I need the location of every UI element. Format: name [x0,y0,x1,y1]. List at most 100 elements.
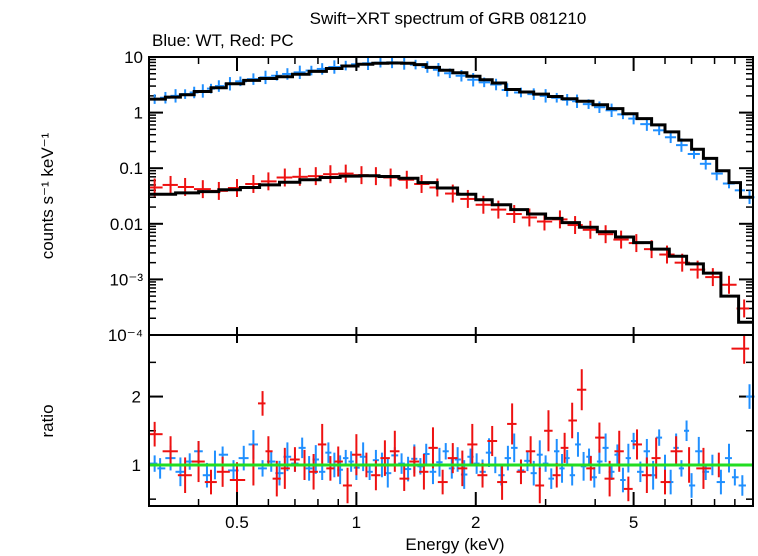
top-panel-ticks: 10 1 0.1 0.01 10⁻³ 10⁻⁴ [108,48,753,345]
wt-data-point [605,103,618,118]
wt-data-point [695,436,703,466]
wt-data-point [620,467,626,493]
top-y-tick-label: 10⁻³ [109,270,143,289]
bottom-y-axis-label: ratio [38,404,57,437]
pc-data-point [705,268,721,287]
pc-data-point [660,469,671,495]
wt-data-point [214,80,225,92]
pc-data-point [398,170,415,189]
wt-data-point [731,469,739,486]
pc-data-point [428,427,438,469]
pc-data-point [568,402,577,439]
pc-data-point [506,205,522,223]
wt-data-point [724,443,732,473]
top-panel-frame [148,56,754,336]
wt-data-point [448,458,455,479]
pc-data-point [204,469,217,495]
bottom-y-tick-label: 2 [132,388,141,407]
pc-data-point [162,175,178,194]
x-axis-ticks: 0.5 1 2 5 [148,57,736,532]
pc-data-point [380,440,390,476]
pc-data-point [309,454,318,490]
pc-data-point [560,432,569,463]
wt-data-point [504,445,512,471]
pc-data-point [604,460,615,497]
pc-data-point [613,230,629,249]
pc-data-point [497,464,508,500]
wt-data-point [699,158,712,170]
pc-data-point [720,275,737,294]
wt-data-point [687,149,700,159]
chart-subtitle: Blue: WT, Red: PC [152,31,294,50]
wt-data-point [653,125,665,136]
pc-data-point [670,436,683,467]
chart-title: Swift−XRT spectrum of GRB 081210 [310,9,587,28]
pc-data-point [149,421,163,447]
bottom-panel: 1 2 ratio [38,334,755,507]
wt-data-point [175,457,186,487]
pc-data-point [229,462,246,498]
pc-data-point [586,456,596,481]
top-y-tick-label: 10⁻⁴ [108,326,143,345]
wt-data-point [305,456,313,481]
pc-data-point [193,180,211,199]
wt-data-point [625,443,631,473]
pc-data-point [351,434,362,476]
x-tick-label: 2 [471,513,480,532]
wt-data-point [664,131,677,144]
pc-data-point [731,335,750,364]
pc-data-point [535,467,545,504]
wt-data-point [348,451,354,472]
wt-data-point [575,432,581,457]
pc-data-point [552,462,561,488]
pc-data-point [576,369,587,411]
x-tick-label: 0.5 [225,513,249,532]
pc-data-point [525,436,536,467]
pc-data-point [467,423,478,465]
top-y-axis-label: counts s⁻¹ keV⁻¹ [38,132,57,259]
pc-data-point [597,225,614,244]
top-panel-models [149,61,753,324]
pc-data-point [317,423,327,465]
bottom-y-tick-label: 1 [132,456,141,475]
wt-data-point [157,458,166,479]
pc-data-point [216,456,230,487]
wt-data-point [293,65,306,80]
pc-data-point [507,403,517,445]
top-y-tick-label: 0.1 [119,159,143,178]
pc-data-point [338,164,354,183]
x-axis-label: Energy (keV) [405,535,504,554]
wt-data-point [436,447,443,477]
wt-data-point [559,454,565,483]
pc-data-point [460,189,476,208]
pc-data-point [457,450,468,487]
wt-data-point [683,420,690,442]
pc-data-point [544,410,553,452]
pc-data-point [342,467,352,504]
pc-data-point [272,460,281,497]
pc-data-point [516,459,526,485]
pc-data-point [477,462,488,488]
x-tick-label: 1 [352,513,361,532]
bottom-panel-frame [148,334,754,507]
top-y-tick-label: 1 [134,104,143,123]
bottom-panel-data [149,335,755,504]
top-panel: 10 1 0.1 0.01 10⁻³ 10⁻⁴ counts s⁻¹ keV⁻¹ [38,48,755,345]
pc-data-point [632,429,642,460]
wt-data-point [596,449,603,474]
pc-data-point [323,165,339,184]
wt-data-point [689,473,696,498]
wt-data-point [511,433,518,463]
wt-data-point [490,78,502,91]
pc-data-point [260,172,277,191]
pc-data-point [447,443,458,474]
pc-data-point [641,457,652,494]
pc-data-point [191,441,205,483]
wt-data-point [738,475,746,496]
pc-data-point [265,436,273,467]
pc-data-point [651,437,661,479]
pc-data-point [289,447,300,472]
wt-data-point [257,460,267,477]
pc-data-point [419,454,429,490]
pc-data-point [696,447,712,489]
